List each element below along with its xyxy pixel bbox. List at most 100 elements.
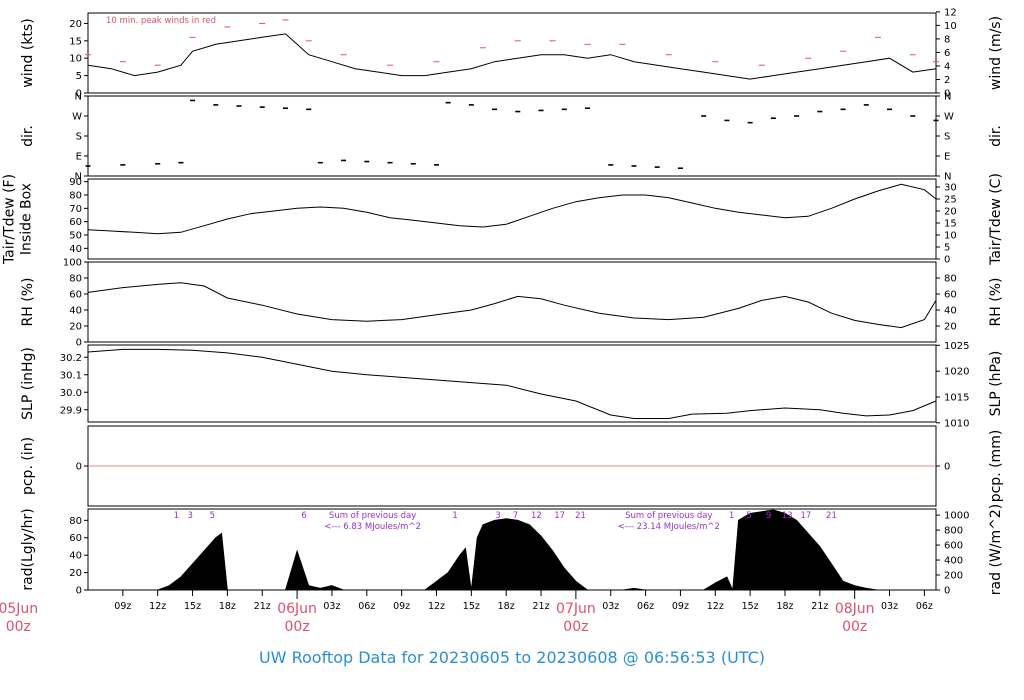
tick-label-right-dir: E <box>944 152 950 163</box>
tick-label-left-slp: 30.0 <box>60 388 82 399</box>
svg-text:wind (kts): wind (kts) <box>20 18 36 87</box>
svg-text:rad (W/m^2): rad (W/m^2) <box>988 504 1004 595</box>
series-line-wind <box>87 33 937 80</box>
svg-text:Inside Box: Inside Box <box>19 183 35 255</box>
tick-label-left-dir: N <box>75 92 82 103</box>
tick-label-right-dir: W <box>944 112 954 123</box>
tick-label-right-slp: 1025 <box>944 341 969 352</box>
panel-frame-slp <box>87 344 937 423</box>
svg-text:RH (%): RH (%) <box>20 278 36 327</box>
tick-label-right-dir: N <box>944 172 951 183</box>
ylabel-left-dir: dir. <box>20 125 36 147</box>
tick-label-right-rh: 80 <box>944 274 957 285</box>
time-tick-label: 09z <box>393 601 410 612</box>
tick-label-right-wind: 10 <box>944 21 957 32</box>
tick-label-left-slp: 30.2 <box>60 353 82 364</box>
time-tick-label: 03z <box>881 601 898 612</box>
rad-sum-note: Sum of previous day <box>329 511 416 521</box>
rad-hour-marker: 7 <box>513 511 518 521</box>
svg-text:dir.: dir. <box>20 125 36 147</box>
tick-label-left-slp: 30.1 <box>60 370 82 381</box>
rad-area <box>157 509 936 591</box>
tick-label-left-rad: 60 <box>69 533 82 544</box>
tick-label-left-dir: S <box>76 132 82 143</box>
time-tick-label: 03z <box>602 601 619 612</box>
tick-label-left-rh: 60 <box>69 290 82 301</box>
series-line-temp <box>87 183 937 235</box>
time-tick-label: 18z <box>498 601 515 612</box>
ylabel-left-rad: rad(Lgly/hr) <box>20 508 36 590</box>
ylabel-left-temp: Tair/Tdew (F) Inside Box <box>2 174 35 265</box>
ylabel-left-rh: RH (%) <box>20 278 36 327</box>
rad-sum-note: <--- 23.14 MJoules/m^2 <box>618 522 720 532</box>
tick-label-right-wind: 6 <box>944 48 950 59</box>
svg-text:rad(Lgly/hr): rad(Lgly/hr) <box>20 508 36 590</box>
tick-label-right-rh: 60 <box>944 290 957 301</box>
ylabel-right-temp: Tair/Tdew (C) <box>988 173 1004 266</box>
tick-label-left-temp: 70 <box>69 204 82 215</box>
ylabel-right-pcp: pcp. (mm) <box>988 430 1004 503</box>
rad-hour-marker: 21 <box>826 511 837 521</box>
svg-text:SLP (inHg): SLP (inHg) <box>20 347 36 420</box>
day-label-hour: 00z <box>842 619 867 635</box>
time-tick-label: 15z <box>742 601 759 612</box>
rad-hour-marker: 1 <box>729 511 734 521</box>
day-label-date: 06Jun <box>277 601 317 617</box>
tick-label-right-slp: 1010 <box>944 418 969 429</box>
time-tick-label: 12z <box>149 601 166 612</box>
ylabel-right-rh: RH (%) <box>988 278 1004 327</box>
time-tick-label: 03z <box>323 601 340 612</box>
svg-text:SLP (hPa): SLP (hPa) <box>988 351 1004 417</box>
tick-label-right-rad: 400 <box>944 556 963 567</box>
day-label-hour: 00z <box>6 619 31 635</box>
rad-hour-marker: 5 <box>746 511 751 521</box>
ylabel-left-pcp: pcp. (in) <box>20 437 36 495</box>
day-label-hour: 00z <box>285 619 310 635</box>
time-tick-label: 21z <box>533 601 550 612</box>
tick-label-left-temp: 40 <box>69 244 82 255</box>
tick-label-right-wind: 0 <box>944 89 950 100</box>
tick-label-left-wind: 5 <box>76 71 82 82</box>
tick-label-left-rh: 20 <box>69 322 82 333</box>
rad-sum-note: <--- 6.83 MJoules/m^2 <box>324 522 421 532</box>
time-tick-label: 18z <box>776 601 793 612</box>
time-tick-label: 09z <box>114 601 131 612</box>
svg-text:Tair/Tdew (F): Tair/Tdew (F) <box>2 174 18 265</box>
ylabel-right-slp: SLP (hPa) <box>988 351 1004 417</box>
tick-label-left-wind: 0 <box>76 89 82 100</box>
ylabel-left-wind: wind (kts) <box>20 18 36 87</box>
day-label-date: 05Jun <box>0 601 38 617</box>
tick-label-left-slp: 29.9 <box>60 405 82 416</box>
tick-label-left-dir: W <box>72 112 82 123</box>
rad-hour-marker: 9 <box>766 511 771 521</box>
tick-label-right-wind: 12 <box>944 7 957 18</box>
tick-label-left-rad: 80 <box>69 516 82 527</box>
tick-label-left-dir: N <box>75 172 82 183</box>
tick-label-right-rh: 20 <box>944 322 957 333</box>
rad-hour-marker: 3 <box>495 511 500 521</box>
tick-label-left-temp: 60 <box>69 217 82 228</box>
tick-label-right-temp: 20 <box>944 207 957 218</box>
tick-label-right-rad: 0 <box>944 586 950 597</box>
day-label-date: 07Jun <box>556 601 596 617</box>
rad-sum-note: Sum of previous day <box>625 511 712 521</box>
time-tick-label: 12z <box>428 601 445 612</box>
svg-text:pcp. (in): pcp. (in) <box>20 437 36 495</box>
panel-frame-dir <box>87 95 937 177</box>
ylabel-right-wind: wind (m/s) <box>988 16 1004 90</box>
tick-label-left-wind: 20 <box>69 19 82 30</box>
tick-label-left-temp: 90 <box>69 177 82 188</box>
tick-label-right-rad: 600 <box>944 541 963 552</box>
tick-label-left-rh: 40 <box>69 306 82 317</box>
time-tick-label: 06z <box>916 601 933 612</box>
tick-label-left-wind: 10 <box>69 54 82 65</box>
tick-label-right-wind: 2 <box>944 75 950 86</box>
tick-label-left-wind: 15 <box>69 36 82 47</box>
time-tick-label: 21z <box>811 601 828 612</box>
svg-text:Tair/Tdew (C): Tair/Tdew (C) <box>988 173 1004 266</box>
tick-label-left-rad: 0 <box>76 586 82 597</box>
time-tick-label: 12z <box>707 601 724 612</box>
panel-frame-temp <box>87 178 937 260</box>
panel-frame-rh <box>87 261 937 343</box>
